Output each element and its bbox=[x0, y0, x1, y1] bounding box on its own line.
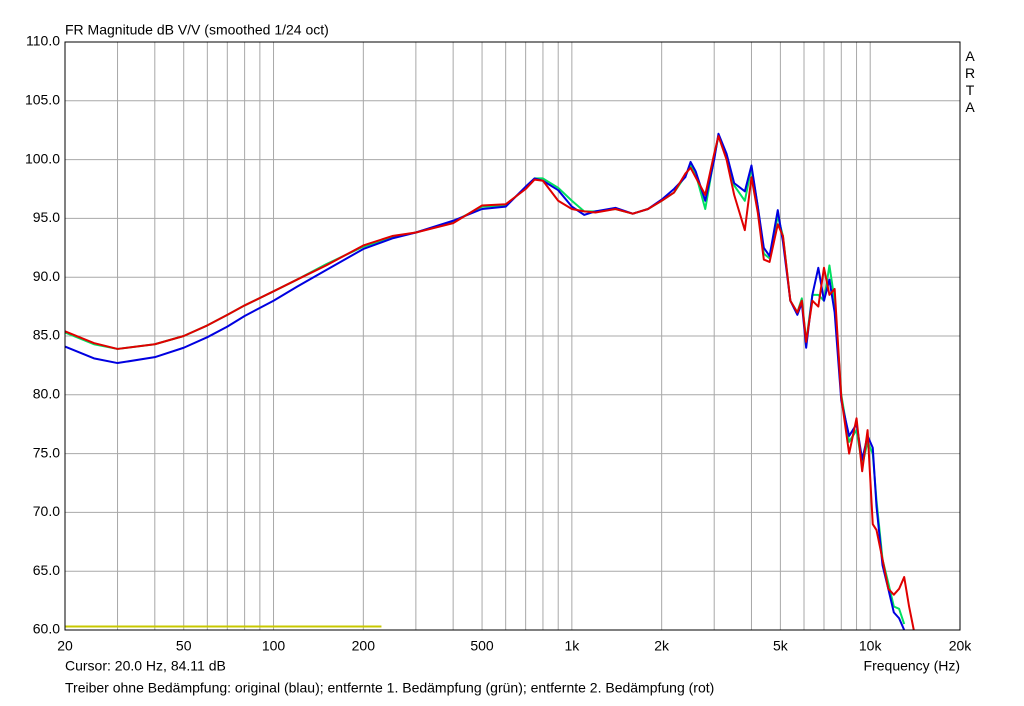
caption: Treiber ohne Bedämpfung: original (blau)… bbox=[65, 680, 714, 696]
x-axis-label: Frequency (Hz) bbox=[864, 658, 960, 674]
y-tick-label: 90.0 bbox=[33, 268, 60, 284]
y-tick-label: 85.0 bbox=[33, 327, 60, 343]
x-tick-label: 2k bbox=[654, 638, 670, 654]
x-tick-label: 20 bbox=[57, 638, 73, 654]
series-line bbox=[64, 135, 915, 631]
y-tick-label: 105.0 bbox=[25, 92, 60, 108]
plot-border bbox=[64, 41, 961, 631]
y-tick-label: 80.0 bbox=[33, 386, 60, 402]
y-tick-label: 95.0 bbox=[33, 209, 60, 225]
y-tick-label: 70.0 bbox=[33, 503, 60, 519]
lines bbox=[64, 132, 915, 631]
chart-title: FR Magnitude dB V/V (smoothed 1/24 oct) bbox=[65, 22, 329, 38]
x-tick-label: 100 bbox=[262, 638, 286, 654]
x-tick-label: 1k bbox=[564, 638, 580, 654]
x-tick-label: 200 bbox=[352, 638, 376, 654]
y-tick-label: 60.0 bbox=[33, 621, 60, 637]
x-tick-label: 500 bbox=[470, 638, 494, 654]
cursor-readout: Cursor: 20.0 Hz, 84.11 dB bbox=[65, 658, 226, 674]
y-tick-label: 100.0 bbox=[25, 150, 60, 166]
x-tick-label: 20k bbox=[949, 638, 973, 654]
x-tick-label: 5k bbox=[773, 638, 789, 654]
y-tick-label: 65.0 bbox=[33, 562, 60, 578]
y-tick-label: 110.0 bbox=[26, 33, 60, 49]
y-tick-label: 75.0 bbox=[33, 444, 60, 460]
x-tick-label: 10k bbox=[859, 638, 883, 654]
x-tick-label: 50 bbox=[176, 638, 192, 654]
logo: ARTA bbox=[962, 48, 978, 116]
